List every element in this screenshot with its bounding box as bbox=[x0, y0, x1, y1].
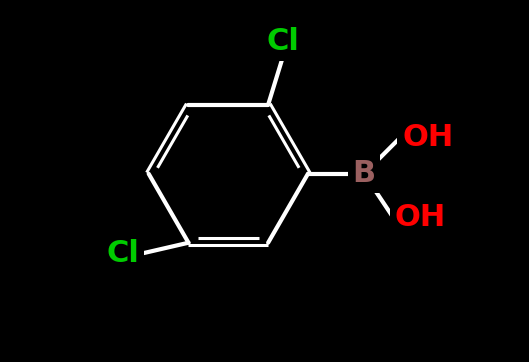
Text: B: B bbox=[352, 159, 376, 188]
Text: Cl: Cl bbox=[107, 239, 140, 268]
Text: OH: OH bbox=[402, 123, 453, 152]
Text: Cl: Cl bbox=[266, 27, 299, 56]
Text: OH: OH bbox=[395, 203, 446, 232]
